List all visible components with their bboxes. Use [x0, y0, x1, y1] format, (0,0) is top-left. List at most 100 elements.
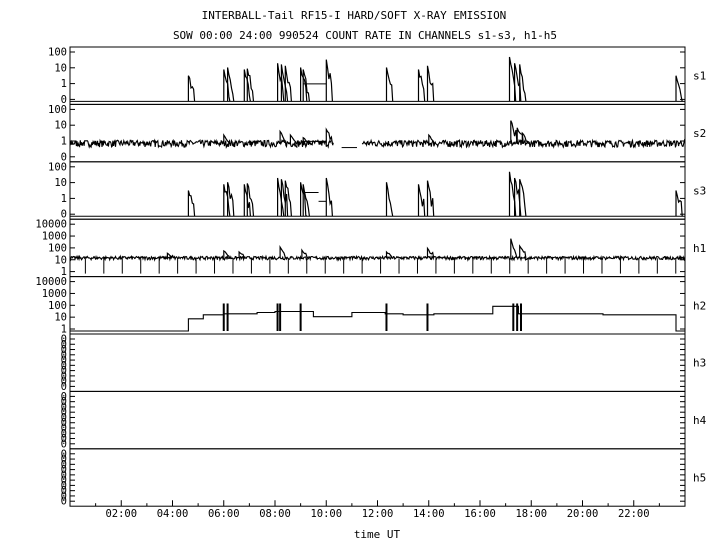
series-h1-trace	[69, 254, 686, 262]
series-s3-burst	[675, 190, 683, 217]
series-s1-burst	[325, 59, 333, 102]
series-h1-burst	[510, 238, 518, 259]
y-tick-label: 0	[61, 475, 67, 487]
series-s3-burst	[246, 183, 255, 217]
series-s3-burst	[426, 180, 435, 217]
y-tick-label: 0	[61, 485, 67, 497]
panel-frame	[69, 448, 686, 507]
series-s2-burst	[428, 133, 436, 145]
y-tick-label: 0	[61, 412, 67, 424]
y-tick-label: 10	[54, 312, 67, 324]
series-s1-burst	[246, 68, 255, 102]
series-s2-burst	[223, 133, 231, 145]
y-tick-label: 0	[61, 401, 67, 413]
y-tick-label: 0	[61, 381, 67, 393]
series-h1-burst	[385, 250, 393, 259]
series-s2-burst	[302, 136, 310, 145]
series-s3-burst	[187, 190, 196, 217]
y-tick-label: 1	[61, 78, 67, 90]
x-tick-label: 06:00	[208, 508, 240, 520]
x-tick-label: 04:00	[157, 508, 189, 520]
y-tick-label: 10	[54, 62, 67, 74]
x-axis: 02:00 04:00 06:00 08:00 10:00 12:00 14:00 16:00…	[95, 500, 660, 520]
panel-frame	[69, 390, 686, 450]
y-tick-label: 0	[61, 417, 67, 429]
y-tick-label: 0	[61, 433, 67, 445]
chart-title: INTERBALL-Tail RF15-I HARD/SOFT X-RAY EM…	[202, 9, 507, 22]
y-tick-label: 0	[61, 376, 67, 388]
panel-label: s2	[693, 127, 706, 140]
series-s1-burst	[227, 67, 235, 102]
x-tick-label: 16:00	[464, 508, 496, 520]
series-s2-burst	[325, 127, 333, 144]
series-h1-burst	[166, 252, 175, 259]
series-s1-burst	[385, 67, 394, 102]
y-tick-label: 0	[61, 469, 67, 481]
y-tick-label: 0	[61, 339, 67, 351]
panel-label: h1	[693, 242, 706, 255]
y-tick-label: 10	[54, 177, 67, 189]
series-s3-burst	[284, 180, 292, 217]
panel-label: s1	[693, 70, 706, 83]
y-tick-label: 10	[54, 120, 67, 132]
y-tick-label: 0	[61, 490, 67, 502]
y-tick-label: 0	[61, 365, 67, 377]
series-h1-burst	[519, 244, 527, 259]
panel-frame	[69, 218, 686, 278]
x-tick-label: 08:00	[259, 508, 291, 520]
y-tick-label: 0	[61, 151, 67, 163]
panel-label: s3	[693, 185, 706, 198]
series-s3-burst	[302, 184, 310, 217]
y-tick-label: 0	[61, 391, 67, 403]
y-tick-label: 0	[61, 407, 67, 419]
panel-frame	[69, 276, 686, 335]
series-h1-burst	[238, 250, 246, 259]
panel-frame	[69, 103, 686, 163]
series-s2-burst	[289, 133, 298, 145]
series-h1-burst	[223, 249, 231, 259]
panel-label: h5	[693, 472, 706, 485]
series-s1-burst	[426, 65, 435, 102]
series-s3-burst	[280, 179, 289, 217]
y-tick-label: 10	[54, 254, 67, 266]
y-tick-label: 0	[61, 423, 67, 435]
y-tick-label: 1000	[42, 231, 67, 243]
y-tick-label: 100	[48, 161, 67, 173]
y-tick-label: 0	[61, 209, 67, 221]
y-tick-label: 0	[61, 438, 67, 450]
series-s1-burst	[277, 63, 285, 102]
x-tick-label: 22:00	[618, 508, 650, 520]
y-tick-label: 0	[61, 355, 67, 367]
y-tick-label: 0	[61, 448, 67, 460]
series-s1-burst	[187, 75, 196, 102]
y-tick-label: 1	[61, 136, 67, 148]
x-tick-label: 12:00	[362, 508, 394, 520]
y-tick-label: 0	[61, 464, 67, 476]
series-s3-burst	[227, 182, 235, 217]
y-tick-label: 0	[61, 349, 67, 361]
y-tick-label: 1	[61, 324, 67, 336]
y-tick-label: 0	[61, 334, 67, 346]
x-tick-label: 02:00	[105, 508, 137, 520]
series-s3-burst	[385, 182, 394, 217]
series-s2-burst	[279, 129, 287, 145]
y-tick-label: 10000	[35, 219, 67, 231]
y-tick-label: 0	[61, 496, 67, 508]
series-s1-burst	[223, 69, 231, 102]
chart-panels: 1001010s11001010s21001010s31000010001001…	[35, 46, 707, 508]
y-tick-label: 0	[61, 94, 67, 106]
series-s1-burst	[675, 75, 683, 102]
panel-frame	[69, 333, 686, 392]
chart-subtitle: SOW 00:00 24:00 990524 COUNT RATE IN CHA…	[173, 29, 557, 42]
series-s3-burst	[325, 177, 333, 217]
panel-label: h2	[693, 299, 706, 312]
series-h1-burst	[301, 248, 309, 259]
panel-label: h3	[693, 357, 706, 370]
panel-frame	[69, 46, 686, 105]
y-tick-label: 0	[61, 396, 67, 408]
series-s1-burst	[519, 64, 527, 102]
